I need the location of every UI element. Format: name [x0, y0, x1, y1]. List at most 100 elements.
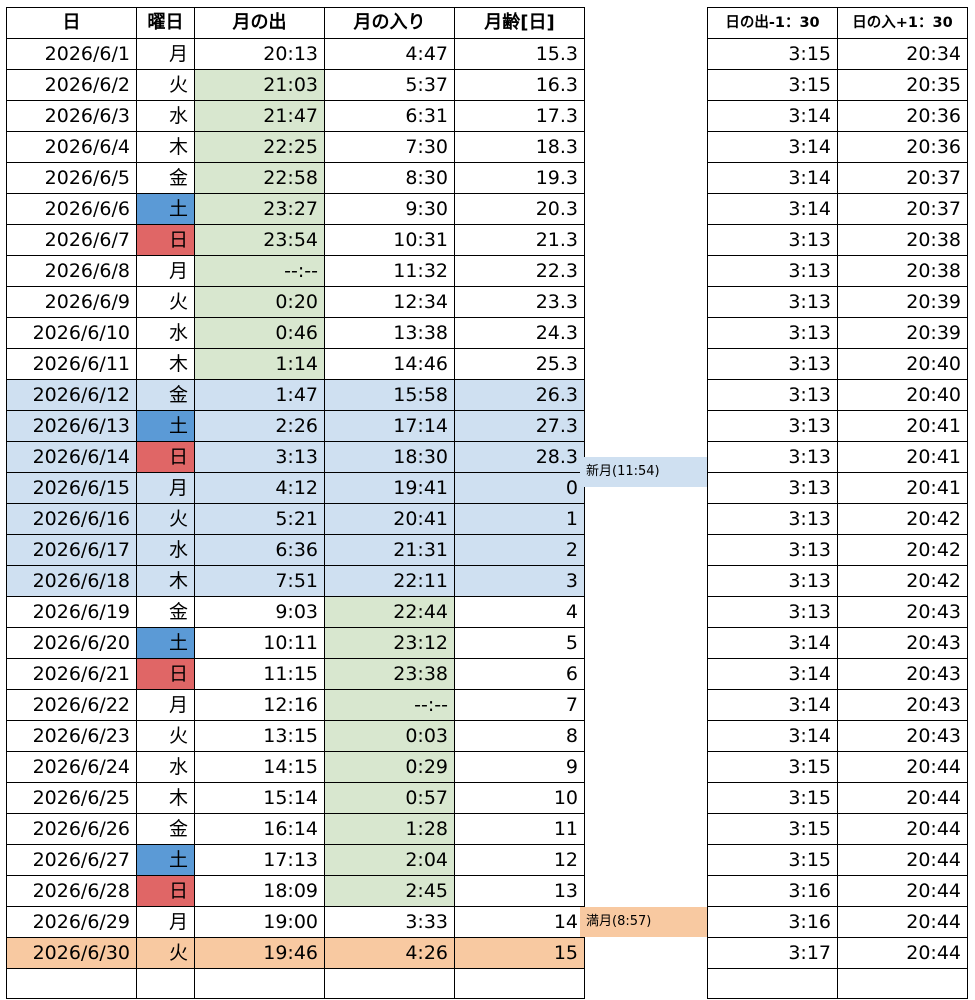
moonrise-cell[interactable]: 10:11 [194, 627, 325, 659]
sunrise-adjusted-cell[interactable]: 3:14 [707, 720, 838, 752]
moonset-cell[interactable]: 5:37 [324, 69, 455, 101]
weekday-cell[interactable]: 土 [136, 410, 195, 442]
moonrise-cell[interactable]: 23:27 [194, 193, 325, 225]
weekday-cell[interactable]: 月 [136, 38, 195, 70]
moonrise-cell[interactable]: 13:15 [194, 720, 325, 752]
date-cell[interactable]: 2026/6/30 [6, 937, 137, 969]
date-cell[interactable]: 2026/6/28 [6, 875, 137, 907]
moonset-cell[interactable]: --:-- [324, 689, 455, 721]
moonrise-cell[interactable]: 3:13 [194, 441, 325, 473]
date-cell[interactable]: 2026/6/11 [6, 348, 137, 380]
date-cell[interactable]: 2026/6/25 [6, 782, 137, 814]
sunrise-adjusted-cell[interactable]: 3:15 [707, 69, 838, 101]
moonrise-cell[interactable]: 19:46 [194, 937, 325, 969]
sunrise-adjusted-cell[interactable]: 3:15 [707, 813, 838, 845]
sunrise-adjusted-cell[interactable]: 3:13 [707, 348, 838, 380]
sunrise-adjusted-cell[interactable]: 3:16 [707, 906, 838, 938]
sunset-adjusted-cell[interactable]: 20:44 [837, 751, 968, 783]
date-cell[interactable]: 2026/6/19 [6, 596, 137, 628]
date-cell[interactable]: 2026/6/29 [6, 906, 137, 938]
moonset-cell[interactable]: 1:28 [324, 813, 455, 845]
moonrise-cell[interactable]: 4:12 [194, 472, 325, 504]
sunrise-adjusted-cell[interactable]: 3:14 [707, 131, 838, 163]
sunset-adjusted-cell[interactable]: 20:44 [837, 906, 968, 938]
moonset-cell[interactable]: 17:14 [324, 410, 455, 442]
sunset-adjusted-cell[interactable]: 20:43 [837, 658, 968, 690]
moon-age-cell[interactable]: 16.3 [454, 69, 585, 101]
sunrise-adjusted-cell[interactable]: 3:14 [707, 193, 838, 225]
date-cell[interactable]: 2026/6/15 [6, 472, 137, 504]
sunrise-adjusted-cell[interactable]: 3:13 [707, 441, 838, 473]
weekday-cell[interactable]: 月 [136, 906, 195, 938]
moonrise-cell[interactable]: 16:14 [194, 813, 325, 845]
date-cell[interactable]: 2026/6/9 [6, 286, 137, 318]
sunset-adjusted-cell[interactable]: 20:43 [837, 627, 968, 659]
moon-age-cell[interactable]: 26.3 [454, 379, 585, 411]
moon-age-cell[interactable]: 13 [454, 875, 585, 907]
sunset-adjusted-cell[interactable]: 20:39 [837, 317, 968, 349]
moonset-cell[interactable]: 14:46 [324, 348, 455, 380]
weekday-cell[interactable]: 木 [136, 131, 195, 163]
sunrise-adjusted-cell[interactable]: 3:13 [707, 596, 838, 628]
moonrise-cell[interactable]: 22:58 [194, 162, 325, 194]
moon-age-cell[interactable]: 28.3 [454, 441, 585, 473]
date-cell[interactable]: 2026/6/8 [6, 255, 137, 287]
moonset-cell[interactable]: 0:57 [324, 782, 455, 814]
moonset-cell[interactable]: 21:31 [324, 534, 455, 566]
moonrise-cell[interactable]: 23:54 [194, 224, 325, 256]
date-cell[interactable]: 2026/6/26 [6, 813, 137, 845]
moonset-cell[interactable]: 23:12 [324, 627, 455, 659]
sunrise-adjusted-cell[interactable]: 3:13 [707, 224, 838, 256]
sunrise-adjusted-cell[interactable]: 3:13 [707, 255, 838, 287]
sunrise-adjusted-cell[interactable]: 3:14 [707, 689, 838, 721]
moon-age-cell[interactable]: 5 [454, 627, 585, 659]
moonset-cell[interactable]: 23:38 [324, 658, 455, 690]
weekday-cell[interactable]: 水 [136, 317, 195, 349]
date-cell[interactable]: 2026/6/14 [6, 441, 137, 473]
date-cell[interactable]: 2026/6/23 [6, 720, 137, 752]
moon-age-cell[interactable]: 15 [454, 937, 585, 969]
moonset-cell[interactable]: 0:03 [324, 720, 455, 752]
weekday-cell[interactable]: 月 [136, 689, 195, 721]
date-cell[interactable]: 2026/6/22 [6, 689, 137, 721]
sunset-adjusted-cell[interactable]: 20:42 [837, 503, 968, 535]
header-sunrise-adjusted[interactable]: 日の出-1：30 [707, 7, 838, 39]
moonrise-cell[interactable]: 20:13 [194, 38, 325, 70]
moonrise-cell[interactable]: 0:20 [194, 286, 325, 318]
sunset-adjusted-cell[interactable]: 20:44 [837, 813, 968, 845]
weekday-cell[interactable]: 金 [136, 379, 195, 411]
sunset-adjusted-cell[interactable]: 20:38 [837, 255, 968, 287]
moon-age-cell[interactable]: 9 [454, 751, 585, 783]
weekday-cell[interactable]: 火 [136, 937, 195, 969]
sunset-adjusted-cell[interactable]: 20:40 [837, 379, 968, 411]
moon-age-cell[interactable]: 19.3 [454, 162, 585, 194]
sunset-adjusted-cell[interactable]: 20:35 [837, 69, 968, 101]
sunrise-adjusted-cell[interactable]: 3:14 [707, 658, 838, 690]
weekday-cell[interactable]: 日 [136, 875, 195, 907]
moonset-cell[interactable]: 13:38 [324, 317, 455, 349]
moonset-cell[interactable]: 3:33 [324, 906, 455, 938]
moonset-cell[interactable]: 18:30 [324, 441, 455, 473]
weekday-cell[interactable]: 土 [136, 627, 195, 659]
moonrise-cell[interactable]: 1:14 [194, 348, 325, 380]
sunrise-adjusted-cell[interactable]: 3:15 [707, 751, 838, 783]
moon-age-cell[interactable]: 1 [454, 503, 585, 535]
sunset-adjusted-cell[interactable]: 20:34 [837, 38, 968, 70]
moonset-cell[interactable]: 10:31 [324, 224, 455, 256]
moonset-cell[interactable]: 20:41 [324, 503, 455, 535]
weekday-cell[interactable]: 木 [136, 782, 195, 814]
date-cell[interactable]: 2026/6/20 [6, 627, 137, 659]
date-cell[interactable]: 2026/6/27 [6, 844, 137, 876]
moon-age-cell[interactable]: 21.3 [454, 224, 585, 256]
moonrise-cell[interactable]: 17:13 [194, 844, 325, 876]
weekday-cell[interactable]: 月 [136, 472, 195, 504]
moonrise-cell[interactable]: 15:14 [194, 782, 325, 814]
moonrise-cell[interactable]: 7:51 [194, 565, 325, 597]
moonrise-cell[interactable]: 2:26 [194, 410, 325, 442]
sunrise-adjusted-cell[interactable]: 3:15 [707, 782, 838, 814]
moonrise-cell[interactable]: 11:15 [194, 658, 325, 690]
date-cell[interactable]: 2026/6/24 [6, 751, 137, 783]
moon-age-cell[interactable]: 15.3 [454, 38, 585, 70]
header-weekday[interactable]: 曜日 [136, 7, 195, 39]
sunrise-adjusted-cell[interactable]: 3:14 [707, 100, 838, 132]
